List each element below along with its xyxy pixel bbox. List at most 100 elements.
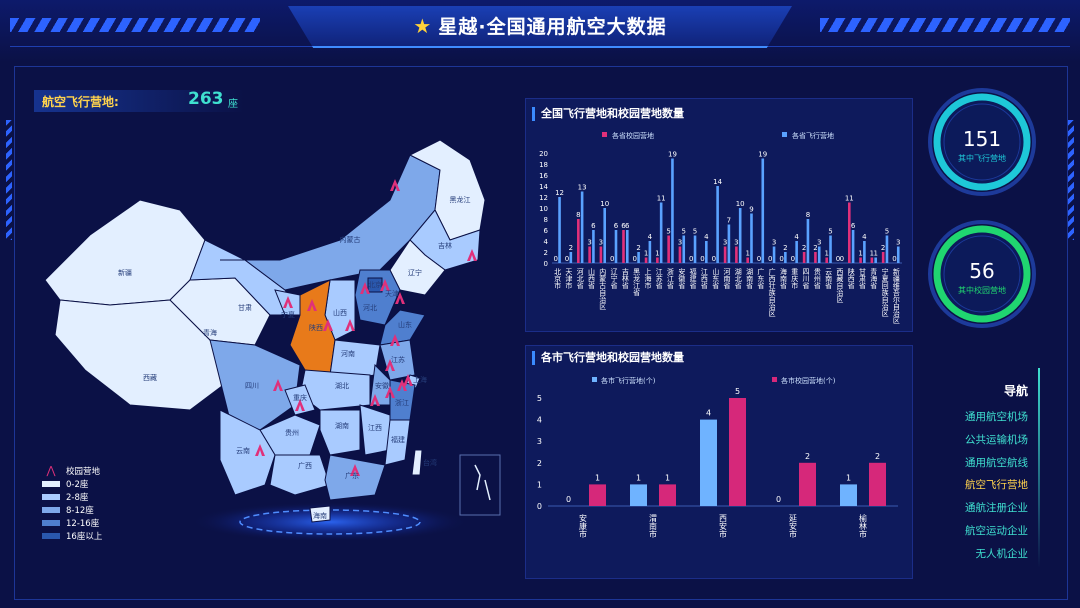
bar[interactable]	[569, 252, 573, 263]
campus-marker[interactable]	[273, 379, 283, 391]
bar[interactable]	[896, 246, 900, 264]
province-hainan[interactable]	[309, 505, 331, 523]
bar[interactable]	[614, 230, 618, 263]
campus-marker[interactable]	[403, 374, 413, 386]
bar[interactable]	[603, 208, 607, 263]
campus-marker[interactable]	[370, 394, 380, 406]
nav-item[interactable]: 通用航空机场	[965, 411, 1028, 423]
bar[interactable]	[847, 202, 851, 264]
bar[interactable]	[825, 257, 829, 264]
province-yunnan[interactable]	[219, 409, 276, 496]
bar[interactable]	[802, 252, 806, 263]
bar[interactable]	[589, 484, 606, 506]
campus-marker[interactable]	[307, 299, 317, 311]
province-hunan[interactable]	[319, 409, 361, 456]
bar[interactable]	[750, 213, 753, 264]
bar[interactable]	[588, 246, 591, 264]
bar[interactable]	[671, 158, 674, 264]
bar[interactable]	[659, 484, 676, 506]
bar[interactable]	[637, 252, 640, 263]
bar[interactable]	[829, 235, 832, 264]
bar[interactable]	[817, 246, 821, 264]
bar[interactable]	[761, 158, 765, 264]
nav-item[interactable]: 航空飞行营地	[965, 479, 1028, 492]
nav-item[interactable]: 航空运动企业	[965, 524, 1028, 537]
province-guangxi[interactable]	[269, 454, 331, 496]
campus-marker[interactable]	[345, 319, 355, 331]
bar[interactable]	[622, 230, 625, 263]
bar[interactable]	[851, 230, 855, 263]
bar[interactable]	[784, 252, 787, 263]
campus-marker[interactable]	[467, 249, 477, 261]
bar[interactable]	[580, 191, 584, 264]
campus-marker[interactable]	[385, 359, 395, 371]
bar[interactable]	[735, 246, 738, 264]
campus-marker[interactable]	[390, 179, 400, 191]
bar[interactable]	[659, 202, 663, 264]
campus-marker[interactable]	[380, 279, 390, 291]
bar[interactable]	[729, 398, 746, 506]
bar[interactable]	[592, 230, 595, 263]
bar[interactable]	[678, 246, 682, 264]
bar[interactable]	[874, 257, 877, 264]
bar[interactable]	[795, 241, 798, 263]
campus-marker[interactable]	[397, 379, 407, 391]
bar[interactable]	[705, 241, 708, 263]
province-beijing[interactable]	[367, 277, 383, 293]
bar[interactable]	[885, 235, 889, 264]
bar[interactable]	[863, 241, 866, 263]
bar[interactable]	[859, 257, 862, 264]
campus-marker[interactable]	[395, 292, 405, 304]
bar[interactable]	[806, 219, 810, 263]
campus-marker[interactable]	[385, 386, 395, 398]
nav-item[interactable]: 公共运输机场	[965, 433, 1028, 446]
province-label: 内蒙古	[340, 235, 361, 244]
province-fujian[interactable]	[384, 419, 411, 466]
bar[interactable]	[727, 224, 731, 264]
bar-value-label: 3	[896, 239, 900, 247]
bar[interactable]	[577, 219, 580, 263]
bar[interactable]	[625, 230, 629, 263]
bar[interactable]	[693, 235, 697, 264]
province-taiwan[interactable]	[411, 449, 423, 476]
campus-marker[interactable]	[295, 399, 305, 411]
bar[interactable]	[738, 208, 742, 263]
bar[interactable]	[870, 257, 874, 264]
campus-marker[interactable]	[283, 296, 293, 308]
bar[interactable]	[772, 246, 776, 264]
province-label: 天津	[385, 290, 399, 298]
province-xizang[interactable]	[54, 299, 231, 411]
campus-marker[interactable]	[323, 319, 333, 331]
bar[interactable]	[656, 257, 659, 264]
bar[interactable]	[840, 484, 857, 506]
bar[interactable]	[869, 462, 886, 506]
bar[interactable]	[558, 197, 561, 263]
campus-marker[interactable]	[350, 464, 360, 476]
bar[interactable]	[746, 257, 749, 264]
bar-value-label: 1	[595, 473, 600, 482]
bar[interactable]	[630, 484, 647, 506]
campus-marker[interactable]	[360, 282, 370, 294]
nav-item[interactable]: 无人机企业	[975, 547, 1029, 560]
province-sichuan[interactable]	[209, 339, 301, 431]
bar[interactable]	[667, 235, 670, 264]
bar[interactable]	[599, 246, 603, 264]
bar[interactable]	[700, 419, 717, 506]
nav-item[interactable]: 通用航空航线	[965, 456, 1028, 469]
bar[interactable]	[814, 252, 817, 263]
bar[interactable]	[644, 257, 648, 264]
map-legend: ⋀ 校园营地 0-2座 2-8座 8-12座 12-16座 16座以上	[42, 464, 102, 542]
campus-marker[interactable]	[255, 444, 265, 456]
campus-marker[interactable]	[390, 334, 400, 346]
bar[interactable]	[716, 186, 719, 263]
nav-item[interactable]: 通航注册企业	[965, 502, 1028, 515]
bar[interactable]	[723, 246, 727, 264]
province-guangdong[interactable]	[324, 454, 386, 501]
bar-value-label: 0	[566, 495, 571, 504]
province-shandong[interactable]	[379, 309, 426, 346]
bar-value-label: 0	[776, 495, 781, 504]
bar[interactable]	[799, 462, 816, 506]
bar[interactable]	[648, 241, 652, 263]
bar[interactable]	[881, 252, 885, 263]
bar[interactable]	[682, 235, 686, 264]
